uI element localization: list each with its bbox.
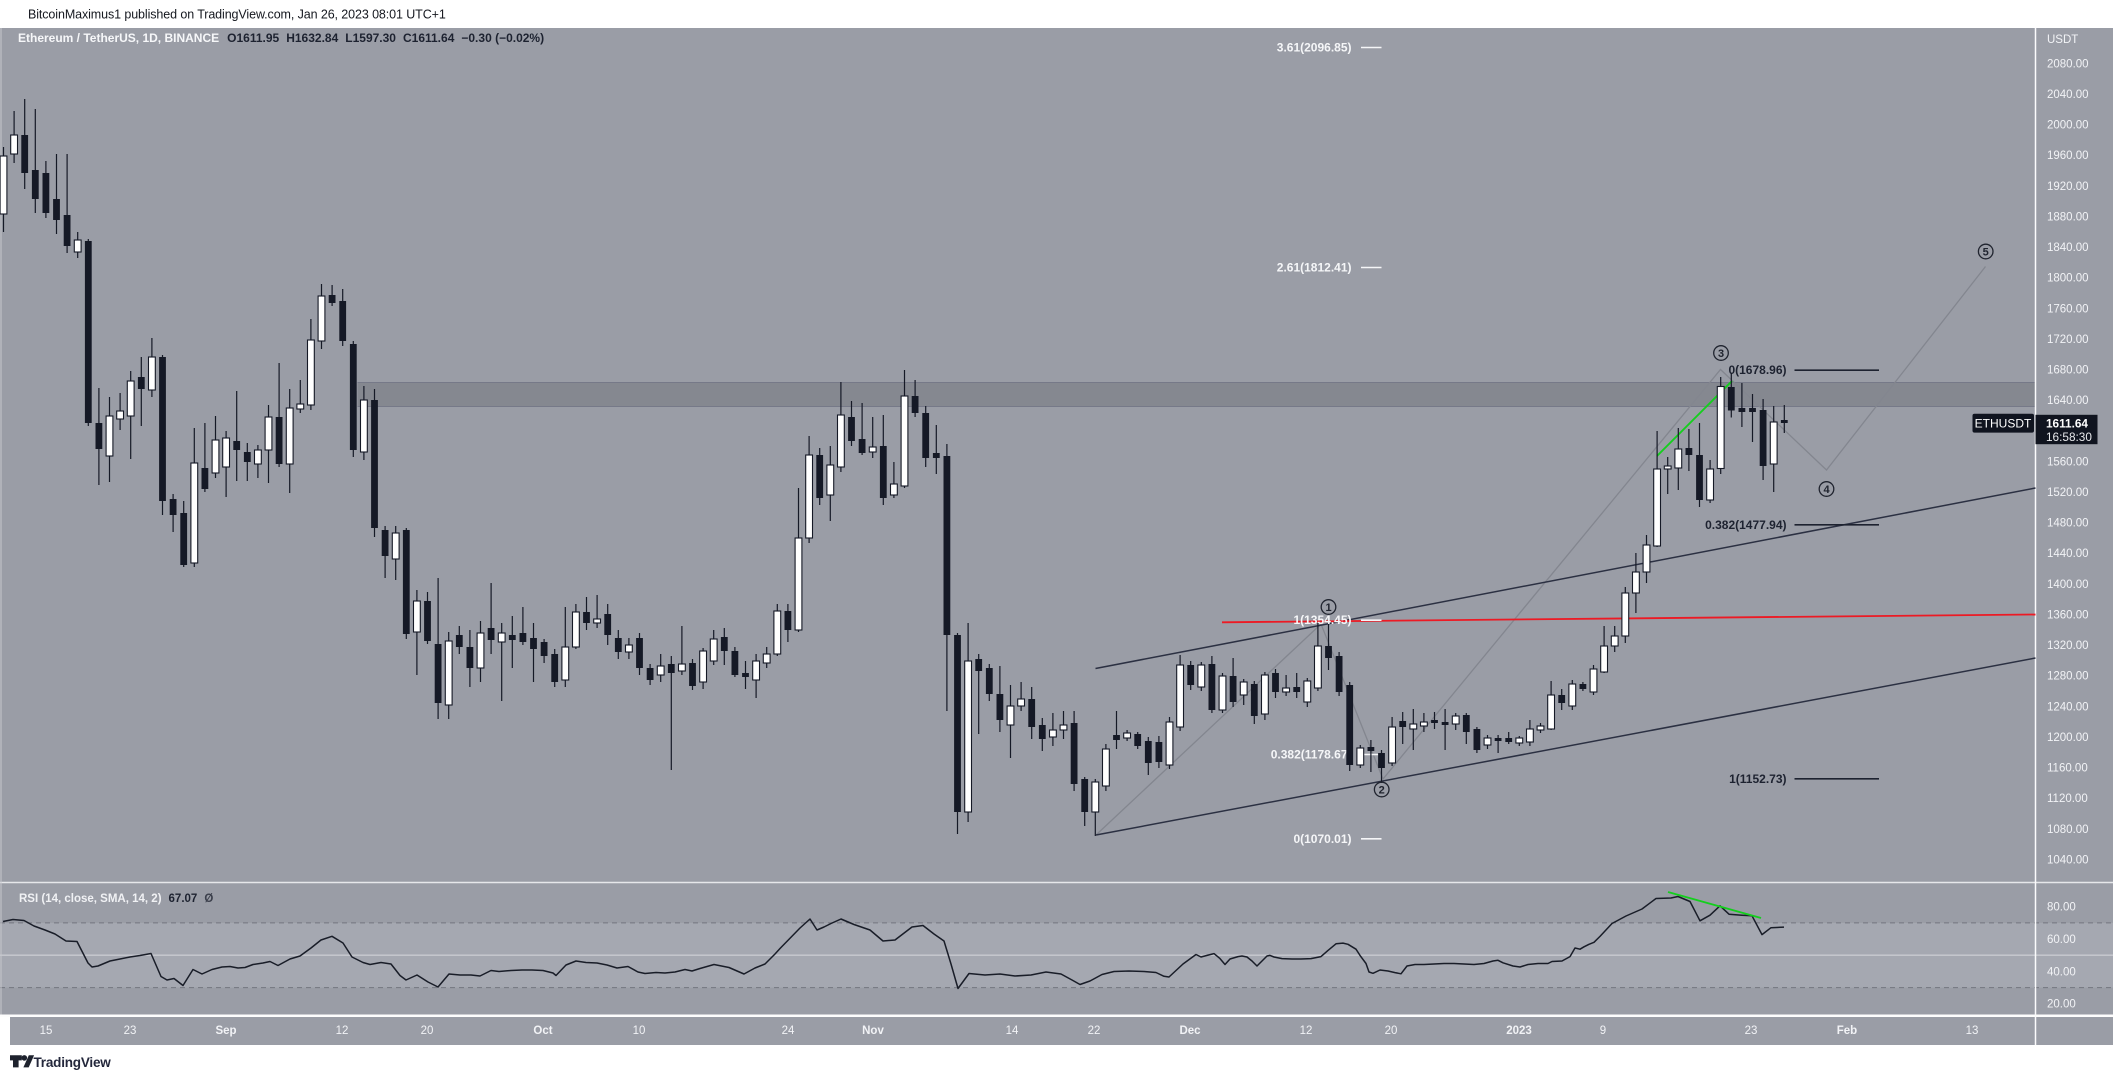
svg-text:1(1152.73): 1(1152.73) xyxy=(1729,772,1786,786)
svg-text:1640.00: 1640.00 xyxy=(2047,395,2089,407)
svg-text:Oct: Oct xyxy=(533,1025,552,1037)
svg-text:1920.00: 1920.00 xyxy=(2047,181,2089,193)
svg-text:Sep: Sep xyxy=(215,1025,236,1037)
svg-text:2023: 2023 xyxy=(1506,1025,1532,1037)
svg-text:1880.00: 1880.00 xyxy=(2047,211,2089,223)
svg-text:20: 20 xyxy=(421,1025,434,1037)
svg-text:1(1354.45): 1(1354.45) xyxy=(1293,613,1351,627)
svg-text:1040.00: 1040.00 xyxy=(2047,854,2089,866)
svg-text:1520.00: 1520.00 xyxy=(2047,487,2089,499)
svg-text:Nov: Nov xyxy=(862,1025,884,1037)
svg-text:1200.00: 1200.00 xyxy=(2047,732,2089,744)
svg-text:23: 23 xyxy=(1745,1025,1758,1037)
svg-text:1320.00: 1320.00 xyxy=(2047,640,2089,652)
svg-text:3.61(2096.85): 3.61(2096.85) xyxy=(1277,41,1352,55)
svg-text:15: 15 xyxy=(40,1025,53,1037)
svg-text:12: 12 xyxy=(1300,1025,1313,1037)
svg-text:20: 20 xyxy=(1385,1025,1398,1037)
svg-text:RSI (14, close, SMA, 14, 2)67.: RSI (14, close, SMA, 14, 2) 67.07 Ø xyxy=(19,893,213,905)
svg-text:0(1070.01): 0(1070.01) xyxy=(1293,832,1351,846)
svg-text:23: 23 xyxy=(124,1025,137,1037)
svg-text:2000.00: 2000.00 xyxy=(2047,120,2089,132)
svg-text:16:58:30: 16:58:30 xyxy=(2046,430,2092,444)
svg-text:4: 4 xyxy=(1823,484,1830,496)
svg-text:1280.00: 1280.00 xyxy=(2047,671,2089,683)
svg-text:0(1678.96): 0(1678.96) xyxy=(1728,363,1786,377)
svg-text:1440.00: 1440.00 xyxy=(2047,548,2089,560)
svg-text:2.61(1812.41): 2.61(1812.41) xyxy=(1277,261,1352,275)
svg-text:BitcoinMaximus1 published on T: BitcoinMaximus1 published on TradingView… xyxy=(28,8,446,22)
svg-text:1160.00: 1160.00 xyxy=(2047,763,2088,775)
svg-text:1360.00: 1360.00 xyxy=(2047,610,2089,622)
svg-text:ETHUSDT: ETHUSDT xyxy=(1975,416,2032,430)
svg-text:1480.00: 1480.00 xyxy=(2047,518,2089,530)
svg-text:13: 13 xyxy=(1966,1025,1979,1037)
svg-text:Dec: Dec xyxy=(1179,1025,1201,1037)
svg-text:1720.00: 1720.00 xyxy=(2047,334,2089,346)
svg-text:24: 24 xyxy=(782,1025,795,1037)
svg-text:TradingView: TradingView xyxy=(34,1055,112,1070)
svg-text:1560.00: 1560.00 xyxy=(2047,456,2089,468)
svg-text:2080.00: 2080.00 xyxy=(2047,58,2089,70)
svg-text:20.00: 20.00 xyxy=(2047,999,2076,1011)
svg-text:2040.00: 2040.00 xyxy=(2047,89,2089,101)
svg-text:14: 14 xyxy=(1006,1025,1019,1037)
svg-text:1760.00: 1760.00 xyxy=(2047,303,2089,315)
svg-text:1960.00: 1960.00 xyxy=(2047,150,2089,162)
svg-text:9: 9 xyxy=(1600,1025,1606,1037)
svg-text:1800.00: 1800.00 xyxy=(2047,273,2089,285)
svg-text:0.382(1477.94): 0.382(1477.94) xyxy=(1705,518,1786,532)
svg-text:1080.00: 1080.00 xyxy=(2047,824,2089,836)
svg-text:1840.00: 1840.00 xyxy=(2047,242,2089,254)
svg-text:1120.00: 1120.00 xyxy=(2047,793,2088,805)
svg-text:1: 1 xyxy=(1325,602,1331,614)
svg-text:1400.00: 1400.00 xyxy=(2047,579,2089,591)
svg-text:1240.00: 1240.00 xyxy=(2047,701,2089,713)
svg-text:1611.64: 1611.64 xyxy=(2046,417,2088,431)
svg-text:Feb: Feb xyxy=(1837,1025,1857,1037)
svg-text:10: 10 xyxy=(633,1025,646,1037)
svg-text:2: 2 xyxy=(1379,784,1385,796)
svg-text:22: 22 xyxy=(1088,1025,1101,1037)
svg-text:12: 12 xyxy=(336,1025,349,1037)
svg-text:0.382(1178.67): 0.382(1178.67) xyxy=(1271,748,1352,762)
svg-text:80.00: 80.00 xyxy=(2047,902,2076,914)
svg-text:40.00: 40.00 xyxy=(2047,966,2076,978)
svg-text:1680.00: 1680.00 xyxy=(2047,365,2089,377)
svg-text:3: 3 xyxy=(1718,348,1724,360)
svg-text:USDT: USDT xyxy=(2047,34,2078,46)
svg-text:60.00: 60.00 xyxy=(2047,934,2076,946)
svg-text:5: 5 xyxy=(1983,246,1989,258)
